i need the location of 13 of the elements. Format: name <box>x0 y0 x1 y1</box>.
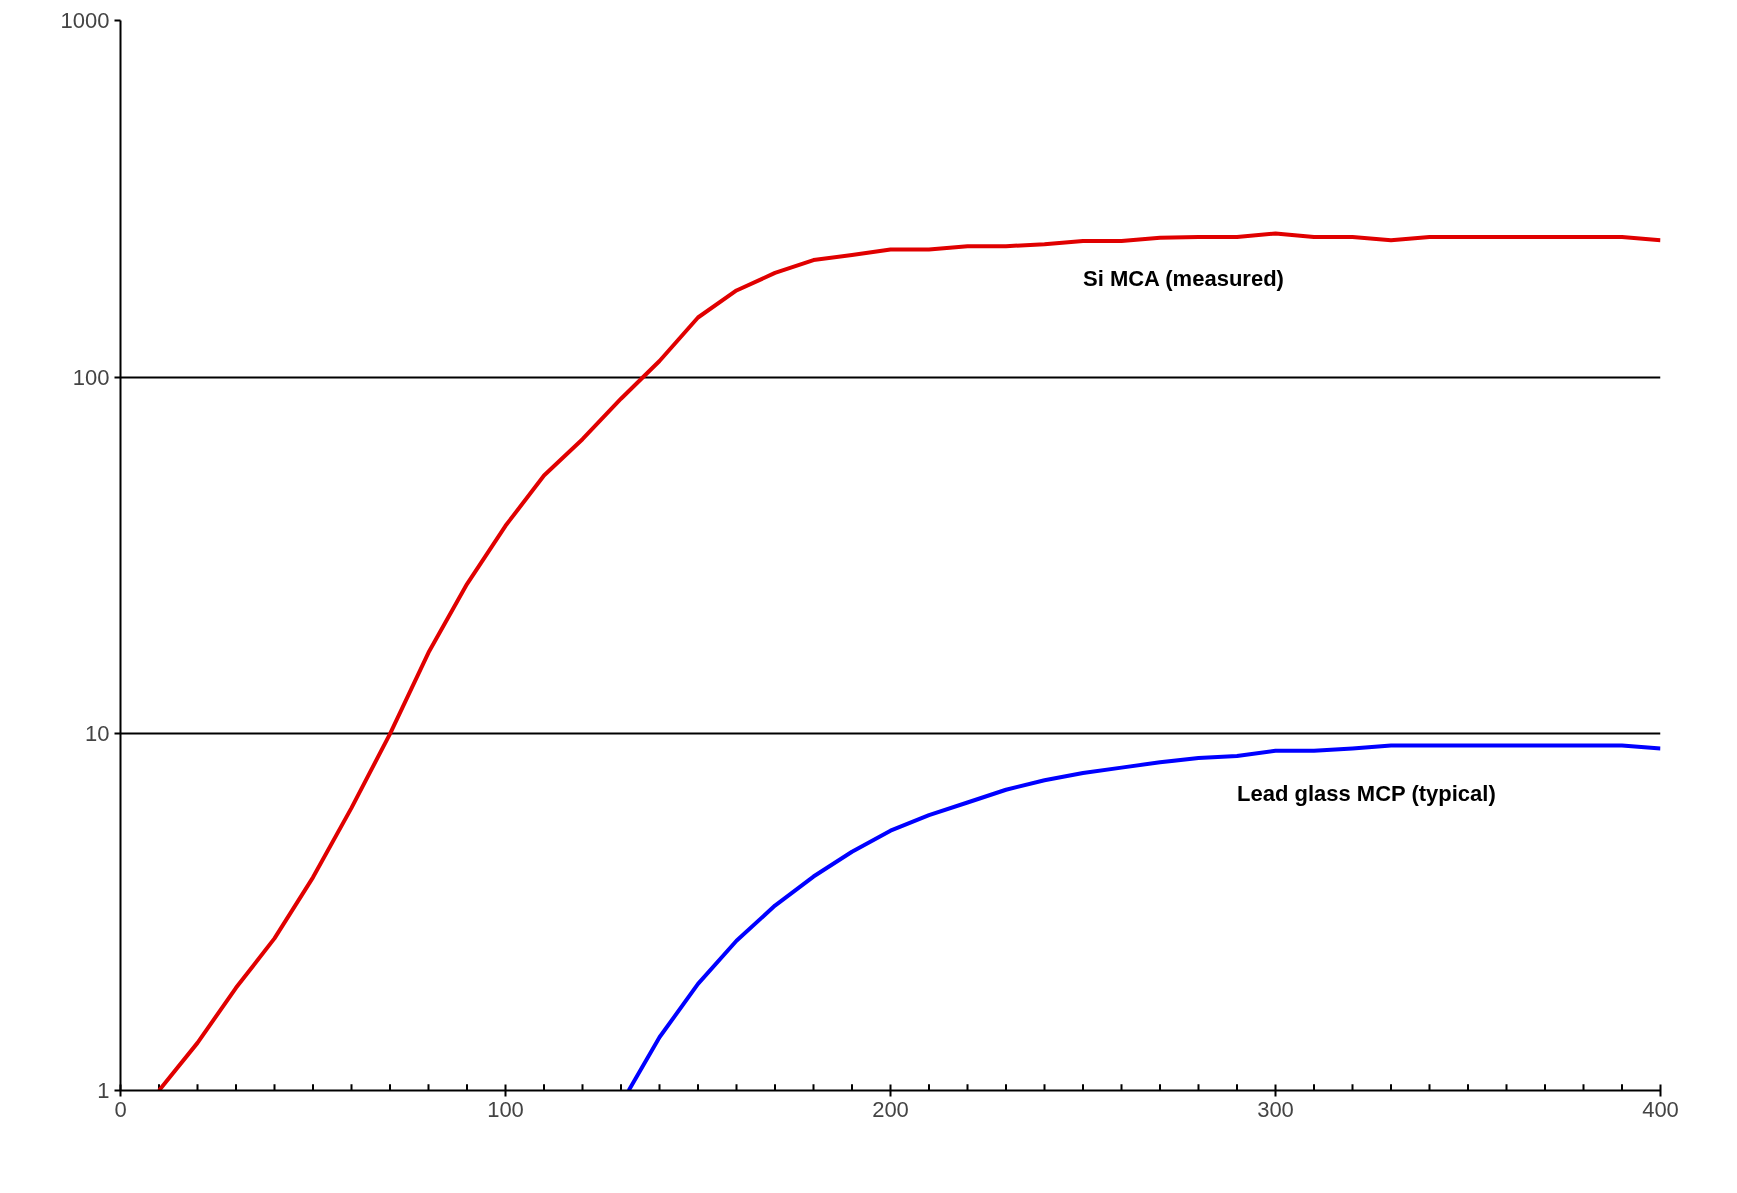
x-tick-label: 400 <box>1642 1096 1679 1122</box>
y-tick-label: 10 <box>85 721 110 747</box>
x-tick-label: 0 <box>114 1096 127 1122</box>
y-tick-label: 100 <box>72 364 110 390</box>
y-tick-label: 1000 <box>60 8 110 33</box>
line-series <box>157 231 1661 1091</box>
y-tick-label: 1 <box>97 1078 110 1103</box>
series-label: Lead glass MCP (typical) <box>1237 780 1496 806</box>
x-tick-label: 200 <box>872 1096 909 1122</box>
series-label: Si MCA (measured) <box>1083 265 1284 291</box>
x-tick-label: 300 <box>1257 1096 1294 1122</box>
x-tick-label: 100 <box>487 1096 524 1122</box>
line-series <box>626 743 1661 1091</box>
